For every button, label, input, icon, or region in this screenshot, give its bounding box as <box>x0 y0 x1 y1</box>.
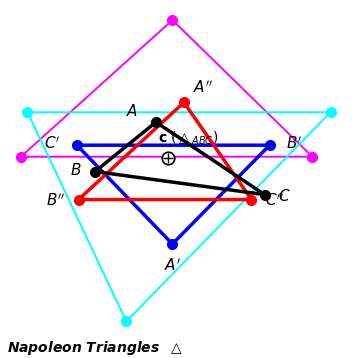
Text: $A''$: $A''$ <box>193 80 213 96</box>
Text: $B'$: $B'$ <box>286 135 303 152</box>
Text: $A'$: $A'$ <box>164 258 181 275</box>
Text: $C'$: $C'$ <box>44 135 61 152</box>
Text: $B''$: $B''$ <box>46 193 66 209</box>
Text: $C$: $C$ <box>278 188 290 204</box>
Text: $\mathbf{c}$: $\mathbf{c}$ <box>158 131 167 145</box>
Text: Napoleon Triangles  $\triangle$: Napoleon Triangles $\triangle$ <box>7 339 184 357</box>
Text: $A$: $A$ <box>126 103 138 119</box>
Text: $C''$: $C''$ <box>265 193 284 209</box>
Text: $(\triangle_{ABC})$: $(\triangle_{ABC})$ <box>170 130 218 147</box>
Text: $B$: $B$ <box>70 162 82 178</box>
